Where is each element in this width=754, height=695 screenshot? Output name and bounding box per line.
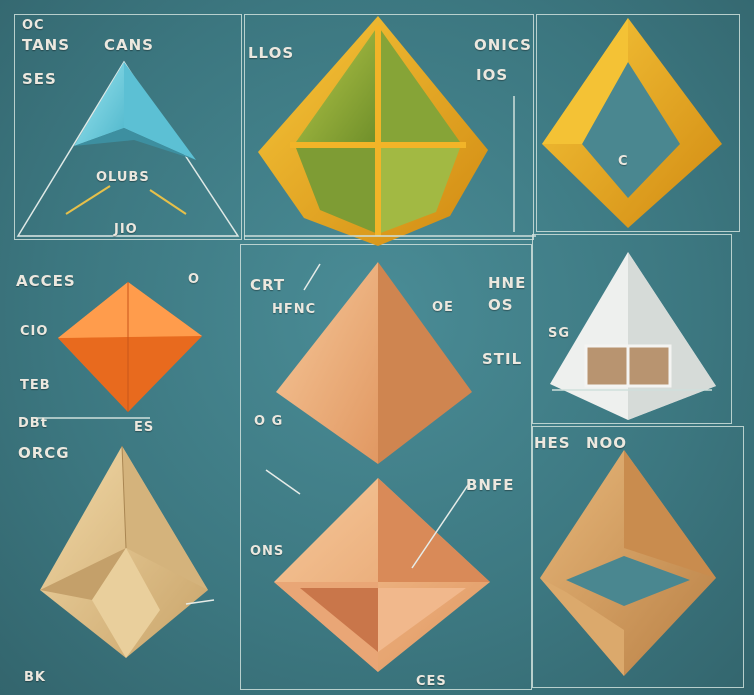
peach-folded-octahedron (265, 469, 490, 672)
gold-green-octahedron (258, 16, 488, 246)
label-ces: CES (416, 674, 447, 689)
label-jio: JIO (114, 222, 138, 237)
orange-gem (34, 282, 202, 419)
panel-frame-top-right (536, 14, 740, 232)
wooden-diamond (540, 450, 716, 676)
label-ons: ONS (250, 544, 285, 559)
label-cio: CIO (20, 324, 49, 339)
label-teb: TEB (20, 378, 51, 393)
label-stil: STIL (482, 350, 523, 368)
label-sg: SG (548, 326, 571, 341)
label-os: OS (488, 296, 514, 314)
tan-folded-pyramid (40, 445, 215, 658)
cyan-tetrahedron (16, 60, 240, 237)
label-hne: HNE (488, 274, 527, 292)
label-ios: IOS (476, 66, 509, 84)
label-tans: TANS (22, 36, 71, 54)
label-es: ES (134, 420, 155, 435)
label-cans: CANS (104, 36, 154, 54)
white-pyramid (550, 252, 716, 420)
label-oe: OE (432, 300, 454, 315)
label-dbt: DBt (18, 416, 48, 431)
peach-pyramid (276, 262, 472, 464)
label-ses: SES (22, 70, 57, 88)
panel-frame-mid-right (532, 234, 732, 424)
label-crt: CRT (250, 276, 286, 294)
label-noo: NOO (586, 434, 628, 452)
panel-frame-top-left (14, 14, 242, 240)
gold-rhombus (542, 18, 722, 228)
label-llos: LLOS (248, 44, 295, 62)
label-bnfe: BNFE (466, 476, 515, 494)
label-acces: ACCES (16, 272, 76, 290)
label-c: C (618, 154, 629, 169)
label-onics: ONICS (474, 36, 532, 54)
label-bk: BK (24, 670, 46, 685)
label-o: O (188, 272, 201, 287)
label-orcg: ORCG (18, 444, 70, 462)
label-og: O G (254, 414, 284, 429)
panel-frame-lower-middle (240, 244, 532, 690)
label-hes: HES (534, 434, 571, 452)
guide-lines (244, 96, 712, 391)
label-olubs: OLUBS (96, 170, 150, 185)
label-hfnc: HFNC (272, 302, 317, 317)
panel-frame-lower-right (532, 426, 744, 688)
label-oc: OC (22, 18, 45, 33)
